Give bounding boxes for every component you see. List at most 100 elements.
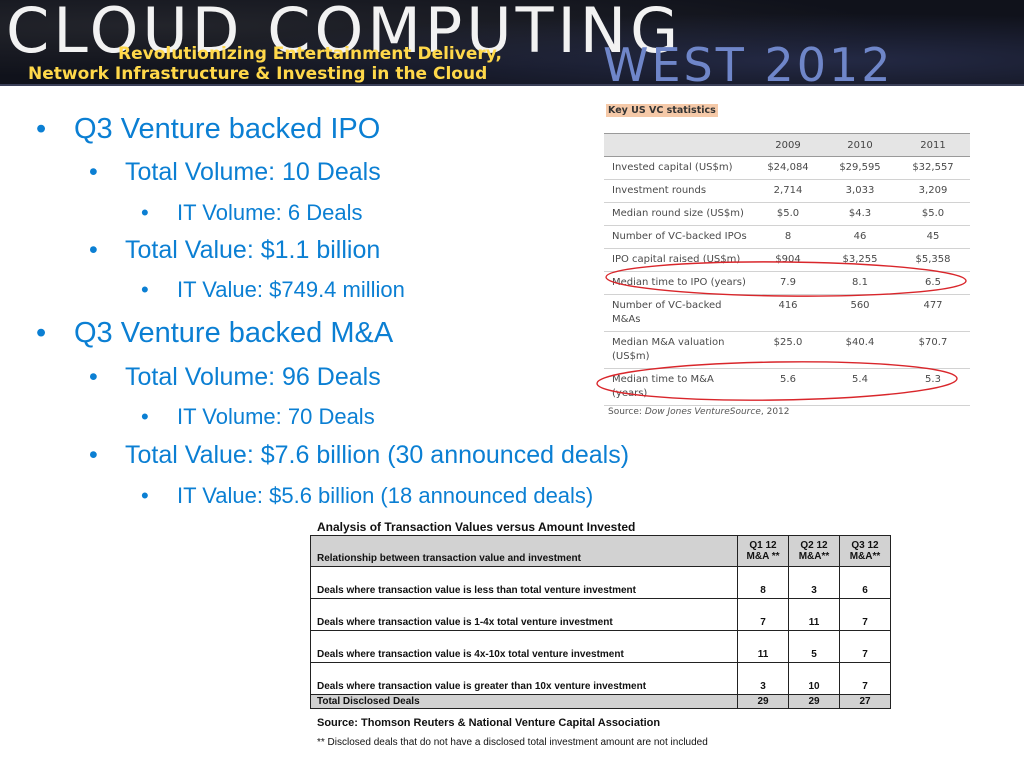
- analysis-header-q1-line2: M&A **: [746, 551, 780, 562]
- analysis-header-q1: Q1 12 M&A **: [737, 535, 789, 567]
- bullet-ma-total-volume: • Total Volume: 96 Deals: [89, 363, 381, 392]
- vc-header-blank: [604, 133, 752, 157]
- analysis-cell: 5: [788, 630, 840, 663]
- vc-cell: $5.0: [896, 202, 970, 226]
- vc-cell: 416: [752, 294, 824, 332]
- analysis-row-label: Deals where transaction value is 1-4x to…: [310, 598, 738, 631]
- vc-cell: 3,209: [896, 179, 970, 203]
- analysis-total-cell: 29: [737, 694, 789, 709]
- analysis-header-q2: Q2 12 M&A**: [788, 535, 840, 567]
- vc-row: Invested capital (US$m) $24,084 $29,595 …: [604, 156, 970, 180]
- vc-cell: $24,084: [752, 156, 824, 180]
- bullet-ipo-heading: • Q3 Venture backed IPO: [36, 113, 381, 146]
- analysis-row-label: Deals where transaction value is greater…: [310, 662, 738, 695]
- bullet-text: Total Volume: 10 Deals: [125, 158, 381, 186]
- vc-cell: 2,714: [752, 179, 824, 203]
- vc-cell: 6.5: [896, 271, 970, 295]
- vc-cell: 3,033: [824, 179, 896, 203]
- vc-row: Median round size (US$m) $5.0 $4.3 $5.0: [604, 202, 970, 226]
- header-banner: CLOUD COMPUTING Revolutionizing Entertai…: [0, 0, 1024, 86]
- vc-cell: $3,255: [824, 248, 896, 272]
- banner-subtitle-line2: Network Infrastructure & Investing in th…: [28, 64, 488, 84]
- vc-cell: 8: [752, 225, 824, 249]
- bullet-marker: •: [36, 317, 47, 349]
- analysis-cell: 10: [788, 662, 840, 695]
- vc-header-year: 2010: [824, 133, 896, 157]
- banner-divider: [0, 84, 1024, 86]
- analysis-total-label: Total Disclosed Deals: [310, 694, 738, 709]
- analysis-header-q2-line2: M&A**: [798, 551, 830, 562]
- analysis-header-q3: Q3 12 M&A**: [839, 535, 891, 567]
- bullet-text: IT Volume: 70 Deals: [177, 404, 375, 429]
- bullet-ma-it-value: • IT Value: $5.6 billion (18 announced d…: [141, 483, 594, 509]
- bullet-text: Total Volume: 96 Deals: [125, 363, 381, 391]
- analysis-row-label: Deals where transaction value is 4x-10x …: [310, 630, 738, 663]
- analysis-cell: 7: [839, 598, 891, 631]
- vc-row-label: Median time to IPO (years): [604, 271, 752, 295]
- vc-source-year: , 2012: [760, 407, 790, 417]
- bullet-text: IT Value: $5.6 billion (18 announced dea…: [177, 483, 594, 508]
- vc-row: Investment rounds 2,714 3,033 3,209: [604, 179, 970, 203]
- vc-cell: 477: [896, 294, 970, 332]
- bullet-ipo-total-volume: • Total Volume: 10 Deals: [89, 158, 381, 187]
- vc-header-row: 2009 2010 2011: [604, 133, 970, 157]
- banner-event-name: WEST 2012: [603, 38, 894, 86]
- vc-row-label: Investment rounds: [604, 179, 752, 203]
- vc-row-label: IPO capital raised (US$m): [604, 248, 752, 272]
- vc-row: Number of VC-backed M&As 416 560 477: [604, 294, 970, 332]
- banner-subtitle-line1: Revolutionizing Entertainment Delivery,: [118, 44, 502, 64]
- analysis-row: Deals where transaction value is 4x-10x …: [310, 630, 891, 663]
- bullet-ipo-it-value: • IT Value: $749.4 million: [141, 277, 405, 303]
- analysis-header-q2-line1: Q2 12: [800, 540, 828, 551]
- analysis-cell: 3: [788, 566, 840, 599]
- bullet-ipo-total-value: • Total Value: $1.1 billion: [89, 236, 381, 265]
- bullet-ma-total-value: • Total Value: $7.6 billion (30 announce…: [89, 441, 629, 470]
- analysis-header-description: Relationship between transaction value a…: [310, 535, 738, 567]
- vc-cell: 7.9: [752, 271, 824, 295]
- highlight-oval-ipo: [605, 261, 967, 297]
- analysis-total-row: Total Disclosed Deals 29 29 27: [310, 694, 891, 709]
- bullet-text: Total Value: $1.1 billion: [125, 236, 381, 264]
- vc-cell: $5.0: [752, 202, 824, 226]
- vc-source-name: Dow Jones VentureSource: [644, 407, 761, 417]
- bullet-ma-it-volume: • IT Volume: 70 Deals: [141, 404, 375, 430]
- analysis-footnote: ** Disclosed deals that do not have a di…: [317, 737, 708, 748]
- vc-header-year: 2011: [896, 133, 970, 157]
- vc-statistics-table: 2009 2010 2011 Invested capital (US$m) $…: [604, 133, 970, 406]
- vc-cell: 5.3: [896, 368, 970, 406]
- analysis-row-label: Deals where transaction value is less th…: [310, 566, 738, 599]
- analysis-header-row: Relationship between transaction value a…: [310, 535, 891, 567]
- bullet-ipo-it-volume: • IT Volume: 6 Deals: [141, 200, 362, 226]
- vc-cell: $29,595: [824, 156, 896, 180]
- bullet-marker: •: [141, 277, 149, 302]
- analysis-cell: 6: [839, 566, 891, 599]
- analysis-cell: 11: [737, 630, 789, 663]
- vc-row-label: Number of VC-backed M&As: [604, 294, 752, 332]
- bullet-marker: •: [36, 113, 47, 145]
- analysis-source: Source: Thomson Reuters & National Ventu…: [317, 717, 661, 729]
- vc-cell: 45: [896, 225, 970, 249]
- bullet-marker: •: [89, 236, 98, 264]
- vc-statistics-source: Source: Dow Jones VentureSource, 2012: [608, 407, 790, 417]
- analysis-cell: 8: [737, 566, 789, 599]
- bullet-text: IT Value: $749.4 million: [177, 277, 405, 302]
- vc-cell: $4.3: [824, 202, 896, 226]
- analysis-header-q3-line2: M&A**: [849, 551, 881, 562]
- vc-cell: 560: [824, 294, 896, 332]
- bullet-text: Q3 Venture backed M&A: [74, 317, 394, 349]
- vc-cell: $904: [752, 248, 824, 272]
- analysis-cell: 11: [788, 598, 840, 631]
- analysis-row: Deals where transaction value is greater…: [310, 662, 891, 695]
- banner-title: CLOUD COMPUTING: [6, 0, 683, 67]
- vc-source-prefix: Source:: [608, 407, 645, 417]
- vc-cell: 5.4: [824, 368, 896, 406]
- vc-row-label: Median round size (US$m): [604, 202, 752, 226]
- analysis-table-title: Analysis of Transaction Values versus Am…: [317, 520, 636, 534]
- analysis-row: Deals where transaction value is less th…: [310, 566, 891, 599]
- analysis-total-cell: 29: [788, 694, 840, 709]
- analysis-row: Deals where transaction value is 1-4x to…: [310, 598, 891, 631]
- bullet-text: Q3 Venture backed IPO: [74, 113, 381, 145]
- vc-row: Median time to IPO (years) 7.9 8.1 6.5: [604, 271, 970, 295]
- analysis-header-q3-line1: Q3 12: [851, 540, 879, 551]
